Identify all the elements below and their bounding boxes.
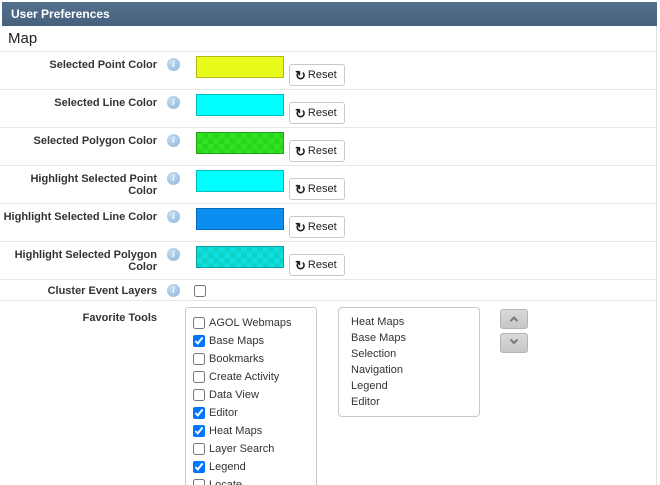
tool-checkbox[interactable]: [193, 442, 205, 455]
selected-tool-item[interactable]: Editor: [351, 396, 380, 408]
favorite-tool-option[interactable]: Editor: [193, 406, 309, 419]
favorite-tools-row: Favorite Tools AGOL Webmaps Base Maps Bo…: [0, 301, 656, 485]
tool-label: Base Maps: [209, 334, 265, 347]
color-swatch[interactable]: [196, 246, 284, 268]
favorite-tool-option[interactable]: Bookmarks: [193, 352, 309, 365]
color-preference-row: Highlight Selected Polygon Color i ↻ Res…: [0, 242, 656, 280]
tool-checkbox[interactable]: [193, 316, 205, 329]
refresh-icon: ↻: [295, 219, 306, 235]
preference-label: Highlight Selected Point Color: [30, 173, 157, 197]
tool-label: Heat Maps: [209, 424, 263, 437]
favorite-tool-option[interactable]: Locate: [193, 478, 309, 485]
tool-label: Layer Search: [209, 442, 275, 455]
reset-label: Reset: [307, 221, 337, 233]
selected-tool-item[interactable]: Heat Maps: [351, 316, 405, 328]
tool-checkbox[interactable]: [193, 352, 205, 365]
tool-checkbox[interactable]: [193, 388, 205, 401]
reset-label: Reset: [307, 183, 337, 195]
favorite-tool-option[interactable]: Base Maps: [193, 334, 309, 347]
color-swatch[interactable]: [196, 94, 284, 116]
reset-label: Reset: [307, 107, 337, 119]
reorder-buttons: [500, 309, 528, 353]
preference-label: Selected Point Color: [49, 59, 157, 71]
tool-label: Data View: [209, 388, 259, 401]
color-swatch[interactable]: [196, 208, 284, 230]
color-preference-row: Selected Polygon Color i ↻ Reset: [0, 128, 656, 166]
section-title: Map: [0, 26, 656, 52]
tool-label: Locate: [209, 478, 243, 485]
favorite-tool-option[interactable]: Legend: [193, 460, 309, 473]
color-preference-row: Highlight Selected Line Color i ↻ Reset: [0, 204, 656, 242]
preference-label: Highlight Selected Line Color: [3, 211, 157, 223]
panel-header: User Preferences: [2, 2, 657, 26]
move-down-button[interactable]: [500, 333, 528, 353]
preference-label: Favorite Tools: [82, 312, 157, 324]
color-swatch[interactable]: [196, 132, 284, 154]
reset-button[interactable]: ↻ Reset: [289, 64, 345, 86]
info-icon[interactable]: i: [167, 58, 180, 71]
selected-tool-item[interactable]: Legend: [351, 380, 388, 392]
color-swatch[interactable]: [196, 56, 284, 78]
tool-checkbox[interactable]: [193, 334, 205, 347]
refresh-icon: ↻: [295, 143, 306, 159]
tool-label: Editor: [209, 406, 238, 419]
chevron-up-icon: [509, 316, 519, 325]
tool-label: Legend: [209, 460, 246, 473]
refresh-icon: ↻: [295, 181, 306, 197]
color-preference-row: Selected Line Color i ↻ Reset: [0, 90, 656, 128]
tool-checkbox[interactable]: [193, 370, 205, 383]
info-icon[interactable]: i: [167, 172, 180, 185]
preference-label: Cluster Event Layers: [47, 285, 157, 297]
info-icon[interactable]: i: [167, 248, 180, 261]
color-preference-row: Selected Point Color i ↻ Reset: [0, 52, 656, 90]
reset-label: Reset: [307, 145, 337, 157]
refresh-icon: ↻: [295, 257, 306, 273]
info-icon[interactable]: i: [167, 96, 180, 109]
color-preference-row: Highlight Selected Point Color i ↻ Reset: [0, 166, 656, 204]
reset-button[interactable]: ↻ Reset: [289, 102, 345, 124]
reset-label: Reset: [307, 259, 337, 271]
selected-tool-item[interactable]: Selection: [351, 348, 397, 360]
reset-button[interactable]: ↻ Reset: [289, 216, 345, 238]
selected-tool-item[interactable]: Navigation: [351, 364, 403, 376]
reset-button[interactable]: ↻ Reset: [289, 178, 345, 200]
preference-label: Selected Polygon Color: [33, 135, 157, 147]
refresh-icon: ↻: [295, 67, 306, 83]
selected-tools-order-list[interactable]: Heat Maps Base Maps Selection Navigation…: [338, 307, 480, 417]
tool-checkbox[interactable]: [193, 424, 205, 437]
info-icon[interactable]: i: [167, 284, 180, 297]
info-icon[interactable]: i: [167, 210, 180, 223]
cluster-event-layers-row: Cluster Event Layers i: [0, 280, 656, 301]
tool-checkbox[interactable]: [193, 460, 205, 473]
cluster-event-layers-checkbox[interactable]: [194, 285, 206, 297]
map-preferences-section: Map Selected Point Color i ↻ Reset Selec…: [0, 26, 657, 485]
tool-label: Create Activity: [209, 370, 280, 383]
favorite-tool-option[interactable]: Create Activity: [193, 370, 309, 383]
tool-label: Bookmarks: [209, 352, 265, 365]
chevron-down-icon: [509, 335, 519, 345]
preference-label: Selected Line Color: [54, 97, 157, 109]
favorite-tools-checkbox-list[interactable]: AGOL Webmaps Base Maps Bookmarks Create …: [185, 307, 317, 485]
preference-label: Highlight Selected Polygon Color: [14, 249, 157, 273]
selected-tool-item[interactable]: Base Maps: [351, 332, 407, 344]
refresh-icon: ↻: [295, 105, 306, 121]
tool-checkbox[interactable]: [193, 406, 205, 419]
tool-label: AGOL Webmaps: [209, 316, 292, 329]
reset-button[interactable]: ↻ Reset: [289, 140, 345, 162]
reset-button[interactable]: ↻ Reset: [289, 254, 345, 276]
color-swatch[interactable]: [196, 170, 284, 192]
move-up-button[interactable]: [500, 309, 528, 329]
color-rows-container: Selected Point Color i ↻ Reset Selected …: [0, 52, 656, 280]
reset-label: Reset: [307, 69, 337, 81]
favorite-tool-option[interactable]: Layer Search: [193, 442, 309, 455]
favorite-tool-option[interactable]: AGOL Webmaps: [193, 316, 309, 329]
tool-checkbox[interactable]: [193, 478, 205, 485]
favorite-tool-option[interactable]: Heat Maps: [193, 424, 309, 437]
favorite-tool-option[interactable]: Data View: [193, 388, 309, 401]
info-icon[interactable]: i: [167, 134, 180, 147]
